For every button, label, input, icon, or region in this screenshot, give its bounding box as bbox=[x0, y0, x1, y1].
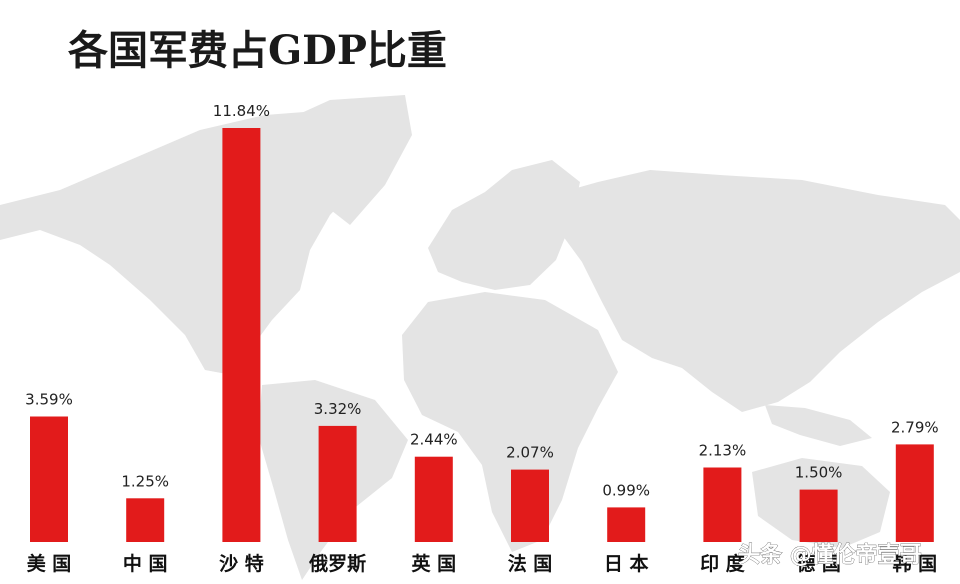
category-label-9: 韩 国 bbox=[892, 552, 937, 575]
world-map-background bbox=[0, 95, 960, 580]
bar-5 bbox=[511, 469, 549, 542]
map-north-america bbox=[0, 110, 372, 375]
value-label-5: 2.07% bbox=[506, 444, 554, 462]
bar-1 bbox=[126, 498, 165, 542]
value-label-9: 2.79% bbox=[891, 418, 939, 436]
chart-title: 各国军费占GDP比重 bbox=[68, 27, 447, 74]
value-label-3: 3.32% bbox=[314, 400, 362, 418]
category-label-0: 美 国 bbox=[27, 552, 72, 575]
map-asia bbox=[552, 170, 960, 412]
map-africa bbox=[402, 292, 618, 552]
map-southeast-asia bbox=[765, 405, 872, 446]
category-label-8: 德 国 bbox=[796, 552, 841, 575]
bar-6 bbox=[607, 507, 646, 542]
value-label-1: 1.25% bbox=[121, 472, 169, 490]
bar-3 bbox=[318, 425, 357, 542]
category-label-7: 印 度 bbox=[700, 552, 746, 575]
value-label-2: 11.84% bbox=[213, 102, 270, 120]
bar-2 bbox=[222, 128, 261, 542]
value-label-0: 3.59% bbox=[25, 391, 73, 409]
watermark-text: 头条 @懂伦帝壹哥 bbox=[738, 542, 922, 568]
category-label-6: 日 本 bbox=[604, 552, 649, 575]
bar-4 bbox=[414, 456, 453, 542]
value-labels: 3.59% 1.25% 11.84% 3.32% 2.44% 2.07% 0.99% 2.13… bbox=[25, 102, 938, 499]
bar-series bbox=[30, 128, 934, 542]
bar-0 bbox=[30, 416, 68, 542]
category-label-4: 英 国 bbox=[411, 552, 456, 575]
bar-9 bbox=[895, 444, 934, 542]
value-label-6: 0.99% bbox=[602, 481, 650, 499]
category-label-3: 俄罗斯 bbox=[308, 552, 366, 575]
map-europe bbox=[428, 160, 580, 290]
category-labels: 美 国 中 国 沙 特 俄罗斯 英 国 法 国 日 本 印 度 德 国 韩 国 bbox=[27, 552, 937, 575]
value-label-8: 1.50% bbox=[795, 464, 843, 482]
value-label-7: 2.13% bbox=[699, 442, 747, 460]
category-label-1: 中 国 bbox=[123, 552, 168, 575]
bar-8 bbox=[799, 489, 838, 542]
bar-7 bbox=[703, 467, 742, 542]
category-label-2: 沙 特 bbox=[219, 553, 264, 575]
value-label-4: 2.44% bbox=[410, 431, 458, 449]
category-label-5: 法 国 bbox=[508, 552, 553, 575]
map-greenland bbox=[275, 95, 412, 225]
